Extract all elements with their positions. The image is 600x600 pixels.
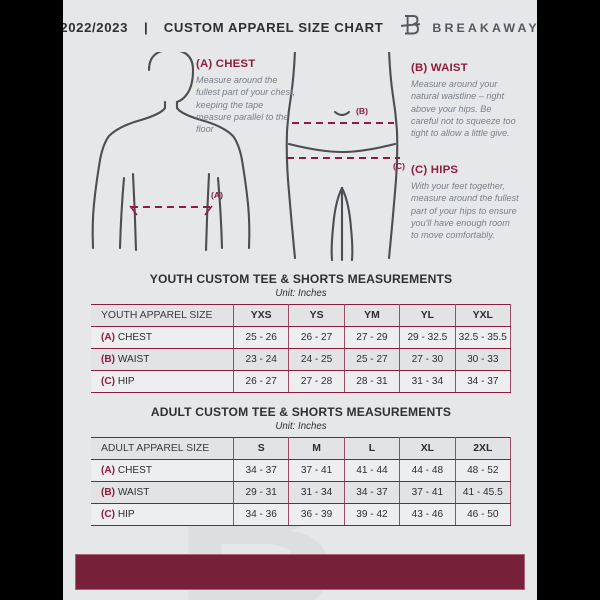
youth-row-chest-tag: (A): [101, 332, 116, 343]
youth-table-unit: Unit: Inches: [275, 288, 327, 299]
adult-row-hip-label: (C) HIP: [91, 503, 234, 526]
waist-marker-label: (B): [356, 106, 368, 116]
adult-chest-m: 37 - 41: [288, 459, 345, 482]
adult-row-chest-tag: (A): [101, 465, 116, 476]
youth-hip-yxl: 34 - 37: [454, 370, 512, 393]
table-header-row: ADULT APPAREL SIZE S M L XL 2XL: [91, 437, 512, 460]
adult-waist-xl: 37 - 41: [399, 481, 456, 504]
callout-hips: (C) HIPS With your feet together, measur…: [411, 164, 519, 241]
youth-waist-ys: 24 - 25: [288, 348, 345, 371]
youth-chest-ys: 26 - 27: [288, 326, 345, 349]
breakaway-b-monogram-icon: [397, 12, 423, 43]
adult-header-size-2: L: [343, 437, 401, 460]
youth-waist-yl: 27 - 30: [399, 348, 456, 371]
adult-row-hip-text: HIP: [117, 509, 135, 520]
table-row: (B) WAIST 29 - 31 31 - 34 34 - 37 37 - 4…: [91, 481, 512, 504]
page-header: 2022/2023 | CUSTOM APPAREL SIZE CHART BR…: [63, 0, 537, 55]
adult-header-size-4: 2XL: [454, 437, 512, 460]
youth-header-size-4: YXL: [454, 304, 512, 327]
youth-hip-ys: 27 - 28: [288, 370, 345, 393]
youth-header-size-3: YL: [399, 304, 456, 327]
adult-chest-2xl: 48 - 52: [454, 459, 512, 482]
youth-section: YOUTH CUSTOM TEE & SHORTS MEASUREMENTS U…: [91, 272, 512, 393]
youth-header-label: YOUTH APPAREL SIZE: [91, 304, 234, 327]
youth-chest-yxs: 25 - 26: [232, 326, 290, 349]
chest-marker-label: (A): [211, 190, 223, 200]
body-figures-svg: [91, 52, 400, 262]
youth-row-waist-text: WAIST: [117, 354, 150, 365]
callout-hips-body: With your feet together, measure around …: [411, 181, 519, 241]
callout-waist: (B) WAIST Measure around your natural wa…: [411, 62, 519, 139]
adult-hip-l: 39 - 42: [343, 503, 401, 526]
table-row: (C) HIP 34 - 36 36 - 39 39 - 42 43 - 46 …: [91, 503, 512, 526]
callout-waist-title: (B) WAIST: [411, 62, 468, 74]
page-title: CUSTOM APPAREL SIZE CHART: [163, 20, 384, 35]
callout-chest-body: Measure around the fullest part of your …: [196, 75, 296, 135]
youth-hip-yl: 31 - 34: [399, 370, 456, 393]
youth-row-hip-text: HIP: [117, 376, 135, 387]
adult-hip-m: 36 - 39: [288, 503, 345, 526]
brand-name: BREAKAWAY: [432, 20, 537, 35]
callout-hips-title: (C) HIPS: [411, 164, 459, 176]
youth-row-chest-label: (A) CHEST: [91, 326, 234, 349]
adult-size-table: ADULT APPAREL SIZE S M L XL 2XL (A) CHES…: [91, 437, 512, 526]
youth-hip-ym: 28 - 31: [343, 370, 401, 393]
youth-chest-ym: 27 - 29: [343, 326, 401, 349]
table-row: (A) CHEST 25 - 26 26 - 27 27 - 29 29 - 3…: [91, 326, 512, 349]
youth-table-title: YOUTH CUSTOM TEE & SHORTS MEASUREMENTS: [149, 272, 453, 286]
callout-chest: (A) CHEST Measure around the fullest par…: [196, 58, 300, 135]
youth-waist-ym: 25 - 27: [343, 348, 401, 371]
measurement-diagram: (A) (B) (C) (A) CHEST Measure around the…: [63, 52, 537, 264]
adult-waist-l: 34 - 37: [343, 481, 401, 504]
adult-hip-xl: 43 - 46: [399, 503, 456, 526]
adult-hip-2xl: 46 - 50: [454, 503, 512, 526]
adult-table-title: ADULT CUSTOM TEE & SHORTS MEASUREMENTS: [150, 405, 452, 419]
table-row: (B) WAIST 23 - 24 24 - 25 25 - 27 27 - 3…: [91, 348, 512, 371]
adult-row-waist-text: WAIST: [117, 487, 150, 498]
youth-row-waist-label: (B) WAIST: [91, 348, 234, 371]
table-row: (C) HIP 26 - 27 27 - 28 28 - 31 31 - 34 …: [91, 370, 512, 393]
callout-waist-body: Measure around your natural waistline – …: [411, 79, 516, 139]
adult-chest-xl: 44 - 48: [399, 459, 456, 482]
adult-waist-s: 29 - 31: [232, 481, 290, 504]
adult-chest-s: 34 - 37: [232, 459, 290, 482]
adult-header-size-3: XL: [399, 437, 456, 460]
youth-chest-yxl: 32.5 - 35.5: [454, 326, 512, 349]
header-separator: |: [144, 20, 148, 35]
header-season: 2022/2023: [63, 20, 129, 35]
youth-header-size-2: YM: [343, 304, 401, 327]
adult-hip-s: 34 - 36: [232, 503, 290, 526]
brand-logo: BREAKAWAY: [397, 12, 537, 43]
adult-row-chest-label: (A) CHEST: [91, 459, 234, 482]
adult-waist-2xl: 41 - 45.5: [454, 481, 512, 504]
youth-header-size-1: YS: [288, 304, 345, 327]
size-chart-page: B 2022/2023 | CUSTOM APPAREL SIZE CHART …: [63, 0, 537, 600]
footer-banner: [75, 554, 525, 590]
youth-row-waist-tag: (B): [101, 354, 116, 365]
youth-row-hip-label: (C) HIP: [91, 370, 234, 393]
youth-waist-yxs: 23 - 24: [232, 348, 290, 371]
adult-row-hip-tag: (C): [101, 509, 116, 520]
adult-chest-l: 41 - 44: [343, 459, 401, 482]
adult-header-label: ADULT APPAREL SIZE: [91, 437, 234, 460]
youth-waist-yxl: 30 - 33: [454, 348, 512, 371]
adult-waist-m: 31 - 34: [288, 481, 345, 504]
table-row: (A) CHEST 34 - 37 37 - 41 41 - 44 44 - 4…: [91, 459, 512, 482]
adult-header-size-1: M: [288, 437, 345, 460]
adult-row-waist-label: (B) WAIST: [91, 481, 234, 504]
youth-hip-yxs: 26 - 27: [232, 370, 290, 393]
adult-section: ADULT CUSTOM TEE & SHORTS MEASUREMENTS U…: [91, 405, 512, 526]
hip-marker-label: (C): [393, 161, 405, 171]
youth-header-size-0: YXS: [232, 304, 290, 327]
adult-row-waist-tag: (B): [101, 487, 116, 498]
adult-row-chest-text: CHEST: [117, 465, 153, 476]
adult-table-unit: Unit: Inches: [275, 421, 327, 432]
youth-row-chest-text: CHEST: [117, 332, 153, 343]
youth-row-hip-tag: (C): [101, 376, 116, 387]
callout-chest-title: (A) CHEST: [196, 58, 256, 70]
table-header-row: YOUTH APPAREL SIZE YXS YS YM YL YXL: [91, 304, 512, 327]
youth-size-table: YOUTH APPAREL SIZE YXS YS YM YL YXL (A) …: [91, 304, 512, 393]
adult-header-size-0: S: [232, 437, 290, 460]
youth-chest-yl: 29 - 32.5: [399, 326, 456, 349]
